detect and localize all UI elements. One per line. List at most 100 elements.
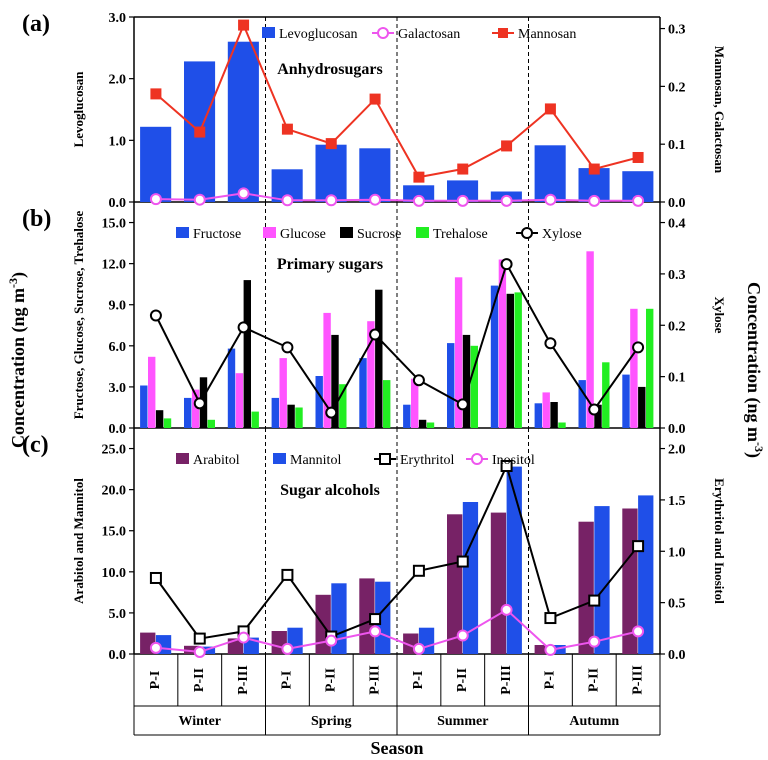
left-axis-label: Fructose, Glucose, Sucrose, Trehalose (71, 211, 86, 420)
left-tick-label: 15.0 (102, 217, 127, 232)
bar-trehalose (646, 308, 654, 428)
bar-trehalose (207, 419, 215, 428)
bar-glucose (498, 259, 507, 428)
bar-levoglucosan (359, 148, 391, 202)
left-tick-label: 15.0 (102, 525, 127, 540)
right-tick-label: 0.2 (668, 319, 686, 334)
line-mannosan (155, 22, 639, 179)
legend-label: Xylose (542, 227, 582, 242)
marker-galactosan (632, 194, 645, 207)
bar-glucose (367, 321, 375, 428)
legend-label: Mannosan (518, 27, 576, 42)
bar-glucose (454, 277, 463, 428)
legend-label: Glucose (280, 227, 326, 242)
left-tick-label: 0.0 (109, 196, 127, 211)
bar-fructose (622, 374, 630, 428)
marker-xylose (325, 406, 338, 419)
marker-mannosan (194, 126, 206, 138)
legend-label: Inositol (492, 453, 535, 468)
line-galactosan (155, 192, 639, 202)
marker-erythritol (500, 460, 513, 473)
marker-inositol (237, 631, 250, 644)
marker-mannosan (369, 93, 381, 105)
marker-xylose (369, 328, 382, 341)
bar-sucrose (418, 419, 427, 428)
bar-trehalose (602, 362, 610, 428)
marker-xylose (237, 321, 250, 334)
right-axis-label: Erythritol and Inositol (712, 478, 727, 604)
right-tick-label: 0.3 (668, 268, 686, 283)
panel-title: Sugar alcohols (280, 482, 380, 499)
marker-erythritol (588, 594, 601, 607)
bar-glucose (411, 378, 419, 428)
bar-arabitol (447, 514, 463, 654)
marker-inositol (193, 645, 206, 658)
right-tick-label: 0.1 (668, 371, 686, 386)
marker-galactosan (149, 193, 162, 206)
left-tick-label: 0.0 (109, 422, 127, 437)
marker-galactosan (588, 194, 601, 207)
legend-marker-erythritol (379, 453, 391, 465)
bar-fructose (490, 285, 499, 428)
bar-glucose (586, 251, 594, 428)
bar-fructose (534, 403, 542, 428)
period-label: P-III (630, 665, 645, 695)
legend-label: Fructose (193, 227, 241, 242)
right-outer-axis-title: Concentration (ng m-3) (743, 282, 766, 458)
bar-trehalose (383, 380, 391, 428)
bar-levoglucosan (447, 180, 479, 202)
bar-fructose (140, 385, 148, 428)
period-label: P-I (280, 671, 295, 690)
left-tick-label: 10.0 (102, 566, 127, 581)
bar-sucrose (155, 410, 164, 428)
bar-sucrose (506, 293, 514, 428)
right-tick-label: 0.4 (668, 217, 686, 232)
marker-erythritol (149, 571, 162, 584)
legend-label: Sucrose (357, 227, 401, 242)
bar-glucose (630, 308, 638, 428)
bar-levoglucosan (403, 185, 435, 202)
marker-galactosan (412, 194, 425, 207)
marker-erythritol (456, 555, 469, 568)
marker-erythritol (193, 632, 206, 645)
bar-trehalose (558, 422, 566, 428)
legend-swatch-glucose (263, 227, 276, 238)
bar-glucose (323, 312, 331, 428)
bar-trehalose (163, 418, 172, 428)
marker-mannosan (588, 163, 600, 175)
legend-label: Levoglucosan (279, 27, 358, 42)
marker-inositol (149, 641, 162, 654)
legend-marker-inositol (471, 453, 483, 465)
bar-glucose (148, 356, 156, 428)
marker-mannosan (281, 123, 293, 135)
left-tick-label: 6.0 (109, 340, 127, 355)
bar-sucrose (287, 404, 295, 428)
panel-letter: (b) (22, 206, 51, 232)
legend-swatch-trehalose (416, 227, 429, 238)
marker-xylose (544, 337, 557, 350)
period-label: P-III (367, 665, 382, 695)
left-tick-label: 20.0 (102, 484, 127, 499)
marker-mannosan (238, 19, 250, 31)
season-label: Summer (437, 714, 488, 729)
legend-swatch-levoglucosan (262, 27, 275, 38)
marker-xylose (193, 397, 206, 410)
bar-glucose (191, 389, 200, 428)
right-tick-label: 2.0 (668, 443, 686, 458)
right-tick-label: 0.0 (668, 196, 686, 211)
bar-trehalose (426, 422, 435, 428)
bar-sucrose (638, 386, 646, 428)
bar-fructose (271, 397, 279, 428)
legend-label: Galactosan (398, 27, 460, 42)
bar-mannitol (462, 502, 479, 654)
bar-glucose (542, 392, 550, 428)
marker-xylose (281, 341, 294, 354)
right-tick-label: 1.5 (668, 494, 686, 509)
left-tick-label: 0.0 (109, 648, 127, 663)
left-axis-label: Levoglucosan (71, 71, 86, 148)
marker-galactosan (193, 193, 206, 206)
marker-galactosan (237, 187, 250, 200)
marker-erythritol (544, 612, 557, 625)
period-label: P-I (543, 671, 558, 690)
bar-fructose (315, 376, 323, 428)
